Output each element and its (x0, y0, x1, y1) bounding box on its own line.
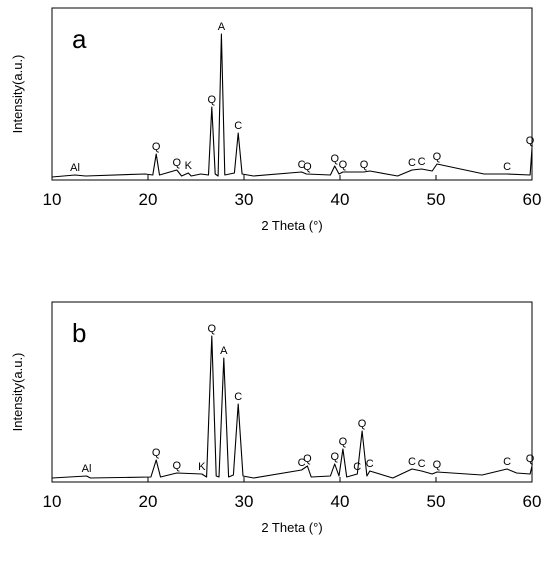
x-tick-label: 10 (43, 190, 62, 209)
x-tick-label: 50 (427, 492, 446, 511)
x-tick-label: 60 (523, 190, 542, 209)
peak-label: C (418, 458, 426, 470)
peak-label: C (298, 159, 306, 171)
peak-label: Q (303, 453, 312, 465)
peak-label: C (234, 391, 242, 403)
y-axis-title: Intensity(a.u.) (10, 55, 25, 134)
peak-label: Q (330, 451, 339, 463)
peak-label: Q (526, 135, 535, 147)
y-axis-title: Intensity(a.u.) (10, 353, 25, 432)
peak-label: Q (433, 459, 442, 471)
peak-label: A (218, 21, 226, 33)
peak-label: Q (330, 153, 339, 165)
peak-label: C (408, 157, 416, 169)
peak-label: Q (433, 151, 442, 163)
peak-label: Q (173, 157, 182, 169)
peak-label: Q (360, 159, 369, 171)
peak-label: Q (208, 323, 217, 335)
peak-label: Al (82, 463, 92, 475)
peak-label: C (234, 120, 242, 132)
peak-label: Q (152, 447, 161, 459)
x-axis-title: 2 Theta (°) (261, 218, 322, 233)
peak-label: Q (208, 94, 217, 106)
peak-label: Al (70, 162, 80, 174)
x-tick-label: 40 (331, 190, 350, 209)
x-tick-label: 40 (331, 492, 350, 511)
peak-label: K (198, 461, 206, 473)
peak-label: K (185, 160, 193, 172)
peak-label: C (418, 156, 426, 168)
peak-label: Q (173, 460, 182, 472)
panel-label: a (72, 24, 87, 54)
x-tick-label: 30 (235, 492, 254, 511)
plot-frame (51, 301, 533, 483)
peak-label: C (408, 456, 416, 468)
plot-frame (51, 7, 533, 181)
peak-label: C (366, 458, 374, 470)
peak-label: Q (339, 436, 348, 448)
diffraction-series-line (51, 335, 533, 479)
peak-label: C (353, 461, 361, 473)
x-tick-label: 30 (235, 190, 254, 209)
peak-label: Q (303, 161, 312, 173)
x-tick-label: 60 (523, 492, 542, 511)
x-tick-label: 50 (427, 190, 446, 209)
peak-label: C (298, 457, 306, 469)
peak-label: C (503, 161, 511, 173)
x-axis-title: 2 Theta (°) (261, 520, 322, 535)
peak-label: C (503, 456, 511, 468)
x-tick-label: 10 (43, 492, 62, 511)
panel-label: b (72, 318, 86, 348)
peak-label: Q (358, 418, 367, 430)
peak-label: Q (526, 453, 535, 465)
x-tick-label: 20 (139, 492, 158, 511)
peak-label: A (220, 345, 228, 357)
x-tick-label: 20 (139, 190, 158, 209)
peak-label: Q (152, 141, 161, 153)
diffraction-series-line (51, 33, 533, 178)
peak-label: Q (339, 159, 348, 171)
